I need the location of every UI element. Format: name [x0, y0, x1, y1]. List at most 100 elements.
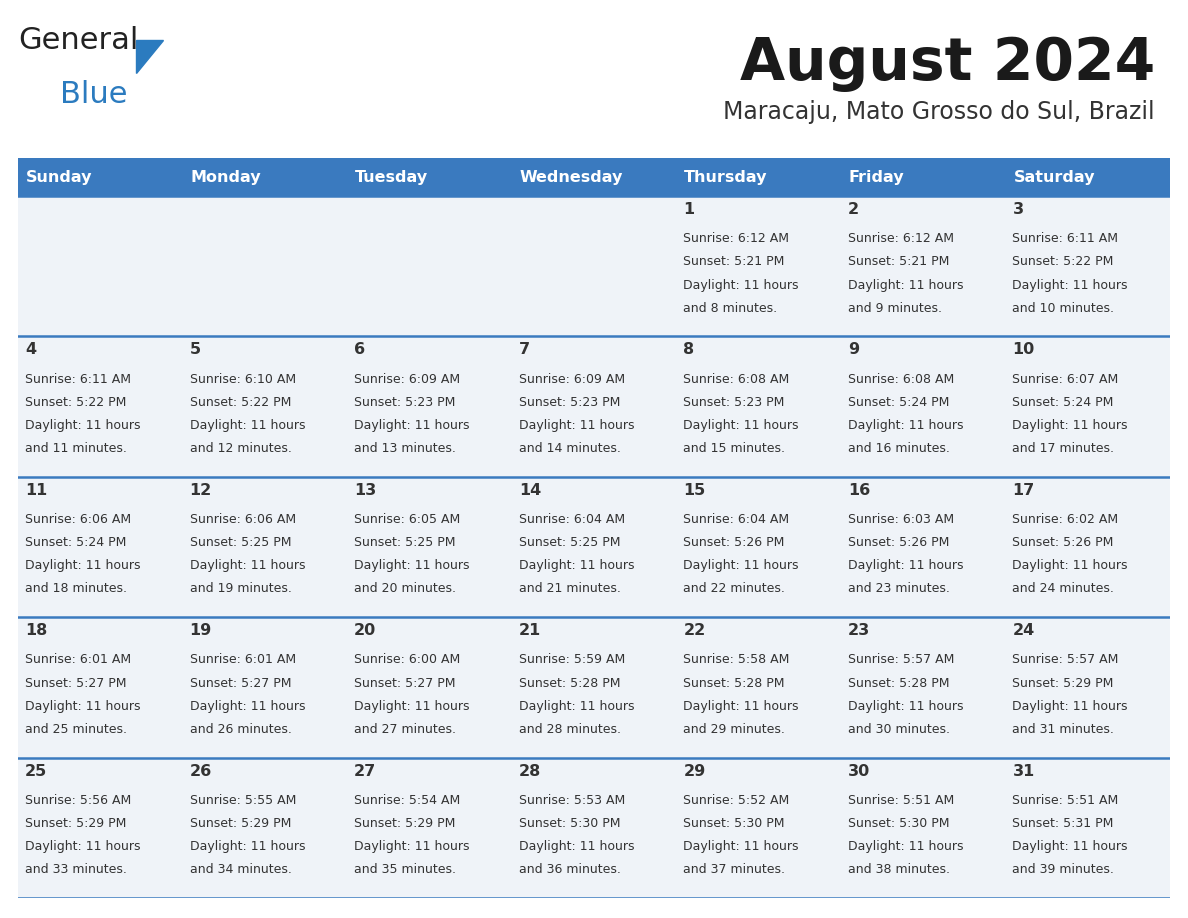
Text: and 18 minutes.: and 18 minutes.: [25, 583, 127, 596]
Text: 10: 10: [1012, 342, 1035, 357]
Text: and 33 minutes.: and 33 minutes.: [25, 863, 127, 877]
Text: Daylight: 11 hours: Daylight: 11 hours: [848, 700, 963, 712]
Text: Daylight: 11 hours: Daylight: 11 hours: [519, 559, 634, 572]
Text: Sunrise: 6:06 AM: Sunrise: 6:06 AM: [25, 513, 131, 526]
Text: and 34 minutes.: and 34 minutes.: [190, 863, 291, 877]
Text: 24: 24: [1012, 623, 1035, 638]
Text: Wednesday: Wednesday: [519, 170, 623, 185]
Text: Sunset: 5:22 PM: Sunset: 5:22 PM: [1012, 255, 1114, 268]
Text: Daylight: 11 hours: Daylight: 11 hours: [1012, 559, 1127, 572]
Text: Sunrise: 6:07 AM: Sunrise: 6:07 AM: [1012, 373, 1119, 386]
Text: Sunset: 5:27 PM: Sunset: 5:27 PM: [354, 677, 456, 689]
Text: Sunset: 5:21 PM: Sunset: 5:21 PM: [848, 255, 949, 268]
Text: Sunset: 5:30 PM: Sunset: 5:30 PM: [848, 817, 949, 830]
Text: Daylight: 11 hours: Daylight: 11 hours: [354, 840, 469, 853]
Text: Sunrise: 5:57 AM: Sunrise: 5:57 AM: [848, 654, 954, 666]
Bar: [183, 158, 347, 196]
Bar: [18, 476, 1170, 617]
Text: Sunrise: 6:10 AM: Sunrise: 6:10 AM: [190, 373, 296, 386]
Text: Saturday: Saturday: [1013, 170, 1095, 185]
Text: Sunset: 5:30 PM: Sunset: 5:30 PM: [683, 817, 785, 830]
Text: Sunrise: 5:57 AM: Sunrise: 5:57 AM: [1012, 654, 1119, 666]
Text: 20: 20: [354, 623, 377, 638]
Text: and 14 minutes.: and 14 minutes.: [519, 442, 620, 455]
Text: 5: 5: [190, 342, 201, 357]
Text: and 28 minutes.: and 28 minutes.: [519, 722, 620, 736]
Text: and 10 minutes.: and 10 minutes.: [1012, 302, 1114, 315]
Text: August 2024: August 2024: [740, 35, 1155, 92]
Text: 1: 1: [683, 202, 695, 217]
Text: Sunset: 5:27 PM: Sunset: 5:27 PM: [25, 677, 126, 689]
Text: 31: 31: [1012, 764, 1035, 778]
Text: and 24 minutes.: and 24 minutes.: [1012, 583, 1114, 596]
Text: Daylight: 11 hours: Daylight: 11 hours: [354, 419, 469, 431]
Text: 16: 16: [848, 483, 870, 498]
Text: Sunrise: 5:56 AM: Sunrise: 5:56 AM: [25, 794, 131, 807]
Text: Daylight: 11 hours: Daylight: 11 hours: [683, 419, 798, 431]
Text: and 36 minutes.: and 36 minutes.: [519, 863, 620, 877]
Polygon shape: [135, 40, 163, 73]
Text: 14: 14: [519, 483, 541, 498]
Text: 7: 7: [519, 342, 530, 357]
Text: 21: 21: [519, 623, 541, 638]
Text: Daylight: 11 hours: Daylight: 11 hours: [683, 840, 798, 853]
Text: Daylight: 11 hours: Daylight: 11 hours: [683, 278, 798, 292]
Text: and 17 minutes.: and 17 minutes.: [1012, 442, 1114, 455]
Text: Sunset: 5:31 PM: Sunset: 5:31 PM: [1012, 817, 1114, 830]
Text: Daylight: 11 hours: Daylight: 11 hours: [1012, 700, 1127, 712]
Text: 17: 17: [1012, 483, 1035, 498]
Text: Sunday: Sunday: [26, 170, 93, 185]
Text: Sunset: 5:29 PM: Sunset: 5:29 PM: [354, 817, 455, 830]
Text: Sunrise: 5:52 AM: Sunrise: 5:52 AM: [683, 794, 790, 807]
Text: Sunset: 5:29 PM: Sunset: 5:29 PM: [190, 817, 291, 830]
Text: 11: 11: [25, 483, 48, 498]
Bar: [18, 336, 1170, 476]
Text: 8: 8: [683, 342, 695, 357]
Text: Sunrise: 5:51 AM: Sunrise: 5:51 AM: [1012, 794, 1119, 807]
Text: Sunset: 5:26 PM: Sunset: 5:26 PM: [848, 536, 949, 549]
Text: Daylight: 11 hours: Daylight: 11 hours: [354, 700, 469, 712]
Text: Sunset: 5:23 PM: Sunset: 5:23 PM: [519, 396, 620, 409]
Text: Daylight: 11 hours: Daylight: 11 hours: [848, 278, 963, 292]
Text: 12: 12: [190, 483, 211, 498]
Text: Sunrise: 5:58 AM: Sunrise: 5:58 AM: [683, 654, 790, 666]
Text: and 19 minutes.: and 19 minutes.: [190, 583, 291, 596]
Text: Sunrise: 6:05 AM: Sunrise: 6:05 AM: [354, 513, 461, 526]
Text: 28: 28: [519, 764, 541, 778]
Text: 4: 4: [25, 342, 36, 357]
Bar: [676, 158, 841, 196]
Text: Daylight: 11 hours: Daylight: 11 hours: [190, 559, 305, 572]
Text: Sunrise: 6:01 AM: Sunrise: 6:01 AM: [25, 654, 131, 666]
Text: Daylight: 11 hours: Daylight: 11 hours: [683, 700, 798, 712]
Bar: [347, 158, 512, 196]
Text: Sunset: 5:30 PM: Sunset: 5:30 PM: [519, 817, 620, 830]
Text: and 26 minutes.: and 26 minutes.: [190, 722, 291, 736]
Text: Sunset: 5:24 PM: Sunset: 5:24 PM: [1012, 396, 1114, 409]
Text: Sunset: 5:28 PM: Sunset: 5:28 PM: [519, 677, 620, 689]
Text: Daylight: 11 hours: Daylight: 11 hours: [848, 419, 963, 431]
Text: 18: 18: [25, 623, 48, 638]
Text: 29: 29: [683, 764, 706, 778]
Bar: [18, 196, 1170, 336]
Text: Sunset: 5:23 PM: Sunset: 5:23 PM: [683, 396, 784, 409]
Text: and 13 minutes.: and 13 minutes.: [354, 442, 456, 455]
Text: Sunset: 5:28 PM: Sunset: 5:28 PM: [683, 677, 785, 689]
Text: Sunrise: 6:08 AM: Sunrise: 6:08 AM: [683, 373, 790, 386]
Text: and 30 minutes.: and 30 minutes.: [848, 722, 950, 736]
Text: Friday: Friday: [849, 170, 904, 185]
Text: and 8 minutes.: and 8 minutes.: [683, 302, 777, 315]
Text: and 9 minutes.: and 9 minutes.: [848, 302, 942, 315]
Text: Sunrise: 6:00 AM: Sunrise: 6:00 AM: [354, 654, 461, 666]
Text: Sunset: 5:27 PM: Sunset: 5:27 PM: [190, 677, 291, 689]
Text: 19: 19: [190, 623, 211, 638]
Text: Sunrise: 5:53 AM: Sunrise: 5:53 AM: [519, 794, 625, 807]
Text: Monday: Monday: [190, 170, 261, 185]
Text: Daylight: 11 hours: Daylight: 11 hours: [1012, 840, 1127, 853]
Text: and 16 minutes.: and 16 minutes.: [848, 442, 949, 455]
Text: and 25 minutes.: and 25 minutes.: [25, 722, 127, 736]
Text: Sunset: 5:23 PM: Sunset: 5:23 PM: [354, 396, 455, 409]
Text: Daylight: 11 hours: Daylight: 11 hours: [848, 840, 963, 853]
Text: 13: 13: [354, 483, 377, 498]
Text: Sunrise: 6:12 AM: Sunrise: 6:12 AM: [683, 232, 789, 245]
Text: and 12 minutes.: and 12 minutes.: [190, 442, 291, 455]
